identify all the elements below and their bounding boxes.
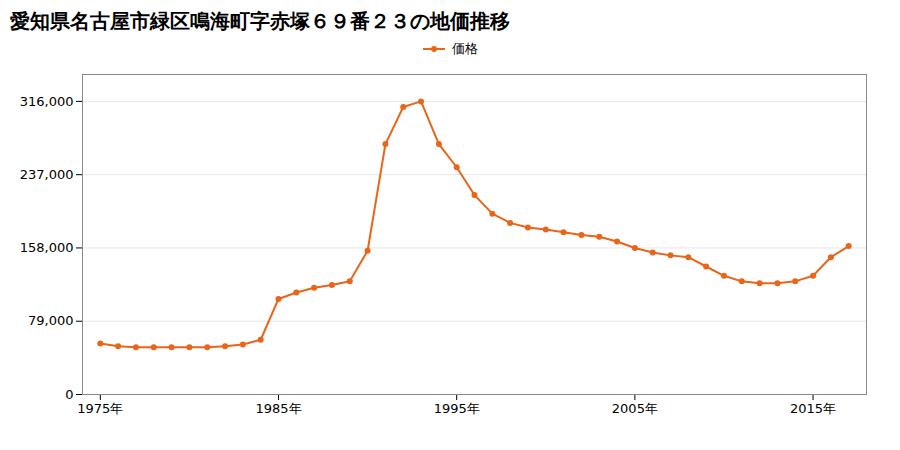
html-text:価格: 価格 (452, 41, 478, 56)
svg-text:237,000: 237,000 (20, 167, 74, 182)
svg-text:1995年: 1995年 (434, 401, 480, 416)
svg-text:1985年: 1985年 (255, 401, 301, 416)
svg-text:79,000: 79,000 (28, 313, 74, 328)
svg-text:316,000: 316,000 (20, 94, 74, 109)
svg-text:1975年: 1975年 (77, 401, 123, 416)
svg-text:2005年: 2005年 (612, 401, 658, 416)
html-text:愛知県名古屋市緑区鳴海町字赤塚６９番２３の地価推移: 愛知県名古屋市緑区鳴海町字赤塚６９番２３の地価推移 (10, 9, 510, 33)
svg-text:2015年: 2015年 (790, 401, 836, 416)
svg-text:158,000: 158,000 (20, 240, 74, 255)
svg-text:0: 0 (65, 387, 73, 402)
